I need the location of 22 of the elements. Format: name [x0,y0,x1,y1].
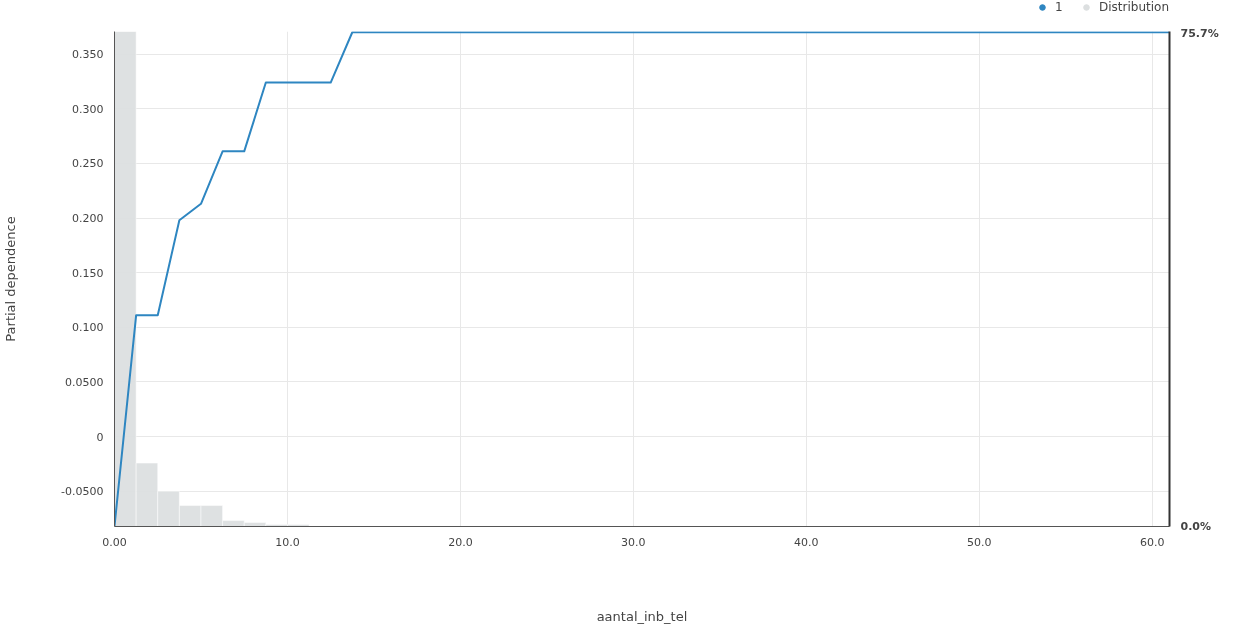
x-tick-label: 40.0 [794,535,819,549]
y2-tick-label: 75.7% [1180,26,1219,40]
y-tick-label: -0.0500 [61,485,104,499]
x-tick-label: 0.00 [102,535,127,549]
y2-tick-label: 0.0% [1180,520,1212,533]
x-tick-label: 30.0 [621,535,646,549]
y-tick-label: 0.0500 [65,375,104,389]
x-axis-title: aantal_inb_tel [596,608,688,624]
y-tick-label: 0.250 [72,157,104,171]
legend-label: 1 [1054,0,1064,14]
y-tick-label: 0.100 [72,321,104,335]
x-tick-label: 20.0 [448,535,473,549]
x-tick-label: 60.0 [1139,535,1165,549]
y-tick-label: 0.150 [72,266,104,280]
y-axis-title: Partial dependence [3,216,19,342]
legend-label: Distribution [1098,0,1169,14]
y-tick-label: 0.300 [72,102,104,116]
y-tick-label: 0.350 [72,48,104,62]
y-tick-label: 0 [96,430,104,444]
x-tick-label: 10.0 [275,535,300,549]
y-tick-label: 0.200 [72,212,104,226]
x-tick-label: 50.0 [967,535,992,549]
